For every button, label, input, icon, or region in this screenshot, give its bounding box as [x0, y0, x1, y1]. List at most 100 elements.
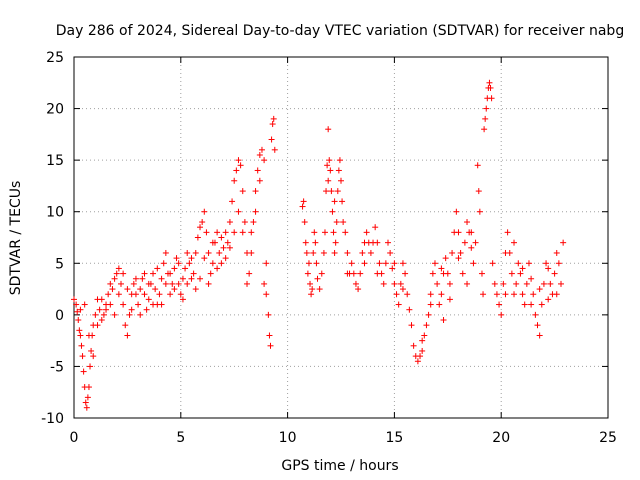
- data-point: [214, 229, 221, 236]
- data-point: [124, 332, 131, 339]
- data-point: [530, 291, 537, 298]
- data-point: [169, 280, 176, 287]
- data-point: [429, 270, 436, 277]
- data-point: [483, 105, 490, 112]
- data-point: [330, 229, 337, 236]
- data-point: [167, 270, 174, 277]
- x-tick-label: 20: [492, 430, 510, 446]
- data-point: [82, 399, 89, 406]
- data-point: [449, 249, 456, 256]
- data-point: [94, 296, 101, 303]
- data-point: [188, 255, 195, 262]
- data-point: [350, 270, 357, 277]
- data-point: [444, 270, 451, 277]
- data-point: [363, 229, 370, 236]
- data-point: [515, 260, 522, 267]
- data-point: [239, 188, 246, 195]
- data-point: [461, 239, 468, 246]
- data-point: [553, 291, 560, 298]
- y-tick-label: 10: [46, 205, 64, 221]
- data-point: [318, 270, 325, 277]
- data-point: [79, 353, 86, 360]
- data-point: [540, 280, 547, 287]
- data-point: [226, 244, 233, 251]
- data-point: [160, 260, 167, 267]
- data-point: [120, 270, 127, 277]
- data-point: [229, 198, 236, 205]
- data-point: [218, 260, 225, 267]
- data-point: [468, 244, 475, 251]
- data-point: [325, 126, 332, 133]
- data-point: [338, 177, 344, 184]
- data-point: [513, 280, 520, 287]
- data-point: [199, 219, 206, 226]
- data-point: [489, 260, 496, 267]
- data-point: [320, 249, 327, 256]
- data-point: [482, 115, 489, 122]
- data-point: [374, 270, 381, 277]
- data-point: [209, 260, 216, 267]
- data-point: [436, 301, 443, 308]
- data-point: [188, 275, 195, 282]
- data-point: [218, 234, 225, 241]
- data-point: [414, 358, 421, 365]
- data-point: [327, 167, 334, 174]
- data-point: [194, 234, 201, 241]
- data-point: [261, 157, 268, 164]
- data-point: [334, 188, 341, 195]
- y-tick-label: 5: [55, 256, 64, 272]
- data-point: [528, 301, 535, 308]
- data-point: [175, 280, 182, 287]
- data-point: [431, 260, 438, 267]
- data-point: [203, 229, 210, 236]
- data-point: [130, 280, 137, 287]
- data-point: [252, 188, 259, 195]
- data-point: [184, 280, 191, 287]
- data-point: [76, 327, 83, 334]
- data-point: [438, 265, 445, 272]
- data-point: [303, 249, 310, 256]
- data-point: [94, 322, 101, 329]
- data-point: [314, 275, 321, 282]
- data-point: [395, 301, 402, 308]
- data-point: [246, 270, 253, 277]
- data-point: [406, 306, 413, 313]
- data-point: [367, 249, 374, 256]
- x-tick-label: 15: [385, 430, 403, 446]
- data-point: [421, 332, 428, 339]
- data-point: [472, 239, 479, 246]
- data-point: [352, 280, 359, 287]
- data-point: [205, 249, 212, 256]
- data-point: [132, 291, 139, 298]
- data-point: [309, 286, 316, 293]
- data-point: [393, 291, 400, 298]
- data-point: [307, 280, 314, 287]
- data-point: [372, 224, 379, 231]
- data-point: [387, 249, 394, 256]
- data-point: [162, 280, 169, 287]
- data-point: [355, 286, 362, 293]
- data-point: [171, 286, 178, 293]
- data-point: [126, 311, 133, 318]
- y-axis-tick-labels: -10 -5 0 5 10 15 20 25: [41, 50, 64, 427]
- data-point: [71, 296, 77, 303]
- data-point: [267, 342, 274, 349]
- data-point: [488, 95, 495, 102]
- data-point: [78, 342, 85, 349]
- data-point: [498, 311, 505, 318]
- data-point: [536, 286, 543, 293]
- data-point: [427, 291, 434, 298]
- data-point: [326, 157, 333, 164]
- data-point: [233, 167, 240, 174]
- data-point: [182, 265, 189, 272]
- data-point: [179, 275, 186, 282]
- data-point: [323, 188, 330, 195]
- data-point: [158, 301, 165, 308]
- data-point: [417, 353, 424, 360]
- data-point: [453, 208, 460, 215]
- data-point: [73, 301, 80, 308]
- y-tick-label: -5: [50, 359, 64, 375]
- data-point: [235, 208, 242, 215]
- grid-lines: [74, 57, 608, 418]
